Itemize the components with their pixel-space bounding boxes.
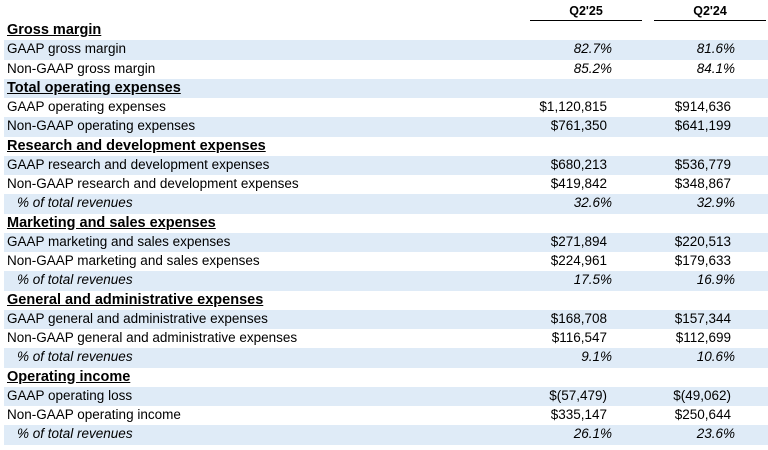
value-q2-24: $348,867 (674, 176, 731, 191)
table-row: GAAP operating loss $(57,479) $(49,062) (0, 386, 768, 407)
table-row: Non-GAAP research and development expens… (0, 175, 768, 194)
table-row: Non-GAAP general and administrative expe… (0, 329, 768, 348)
value-q2-25: 32.6% (573, 195, 612, 211)
value-q2-24: 84.1% (696, 60, 735, 76)
row-label: % of total revenues (17, 195, 133, 211)
section-title: Total operating expenses (7, 79, 181, 96)
section-heading-row: Operating income (0, 368, 768, 387)
value-q2-24: 23.6% (696, 426, 735, 442)
table-row: Non-GAAP gross margin 85.2% 84.1% (0, 60, 768, 79)
value-q2-25: 9.1% (581, 349, 612, 365)
value-q2-25: $335,147 (550, 407, 607, 422)
table-row: % of total revenues 32.6% 32.9% (0, 194, 768, 214)
value-q2-24: $112,699 (675, 330, 731, 345)
value-q2-25: 17.5% (573, 272, 612, 288)
row-label: Non-GAAP marketing and sales expenses (7, 253, 260, 268)
row-label: % of total revenues (17, 349, 133, 365)
row-label: % of total revenues (17, 426, 133, 442)
section-heading-row: General and administrative expenses (0, 291, 768, 310)
row-label: GAAP operating loss (7, 387, 133, 403)
section-heading-row: Research and development expenses (0, 137, 768, 156)
value-q2-24: 10.6% (696, 349, 735, 365)
value-q2-24: $914,636 (674, 99, 731, 114)
row-label: GAAP research and development expenses (7, 156, 270, 172)
table-row: Non-GAAP operating expenses $761,350 $641,… (0, 117, 768, 137)
table-row: GAAP general and administrative expenses… (0, 309, 768, 330)
value-q2-25: $116,547 (551, 330, 607, 345)
row-label: Non-GAAP gross margin (7, 60, 156, 76)
value-q2-25: $680,213 (550, 156, 607, 172)
table-row: % of total revenues 9.1% 10.6% (0, 348, 768, 368)
column-header-row: Q2'25 Q2'24 (0, 0, 768, 21)
value-q2-24: $641,199 (674, 118, 731, 134)
section-heading-row: Gross margin (0, 21, 768, 40)
value-q2-24: 16.9% (696, 272, 735, 288)
table-row: GAAP gross margin 82.7% 81.6% (0, 40, 768, 60)
value-q2-25: $(57,479) (549, 387, 607, 403)
section-title: Research and development expenses (7, 137, 266, 154)
value-q2-25: $224,961 (550, 253, 607, 268)
row-label: Non-GAAP research and development expens… (7, 176, 299, 191)
value-q2-25: $1,120,815 (539, 99, 607, 114)
section-title: Gross margin (7, 22, 102, 38)
row-label: % of total revenues (17, 272, 133, 288)
value-q2-25: $761,350 (550, 118, 607, 134)
column-header-q2-24: Q2'24 (654, 4, 766, 21)
row-label: GAAP operating expenses (7, 99, 166, 114)
section-heading-row: Marketing and sales expenses (0, 214, 768, 233)
section-title: Operating income (7, 368, 131, 385)
value-q2-24: 81.6% (696, 41, 735, 57)
table-body: Gross margin GAAP gross margin 82.7% 81.6% N… (0, 21, 768, 445)
table-row: Non-GAAP operating income $335,147 $250,64… (0, 406, 768, 425)
table-row: GAAP operating expenses $1,120,815 $914,63… (0, 98, 768, 117)
value-q2-24: $179,633 (674, 253, 731, 268)
column-header-q2-25: Q2'25 (530, 4, 642, 21)
table-row: % of total revenues 17.5% 16.9% (0, 271, 768, 291)
row-label: GAAP marketing and sales expenses (7, 233, 231, 249)
value-q2-25: $271,894 (550, 233, 607, 249)
row-label: Non-GAAP operating expenses (7, 118, 196, 134)
row-label: Non-GAAP operating income (7, 407, 181, 422)
row-label: GAAP general and administrative expenses (7, 310, 268, 326)
value-q2-25: $168,708 (550, 310, 607, 326)
row-label: GAAP gross margin (7, 41, 127, 57)
table-row: % of total revenues 26.1% 23.6% (0, 425, 768, 445)
section-title: Marketing and sales expenses (7, 214, 216, 231)
value-q2-25: 26.1% (573, 426, 612, 442)
table-row: Non-GAAP marketing and sales expenses $22… (0, 252, 768, 271)
value-q2-25: 85.2% (573, 60, 612, 76)
row-label: Non-GAAP general and administrative expe… (7, 330, 298, 345)
value-q2-24: $536,779 (674, 156, 731, 172)
value-q2-24: $(49,062) (673, 387, 731, 403)
section-heading-row: Total operating expenses (0, 78, 768, 99)
table-row: GAAP marketing and sales expenses $271,89… (0, 232, 768, 253)
value-q2-25: $419,842 (550, 176, 607, 191)
value-q2-24: 32.9% (696, 195, 735, 211)
table-row: GAAP research and development expenses $6… (0, 155, 768, 176)
value-q2-24: $220,513 (674, 233, 731, 249)
section-title: General and administrative expenses (7, 291, 264, 308)
value-q2-24: $250,644 (674, 407, 731, 422)
value-q2-24: $157,344 (674, 310, 731, 326)
value-q2-25: 82.7% (573, 41, 612, 57)
